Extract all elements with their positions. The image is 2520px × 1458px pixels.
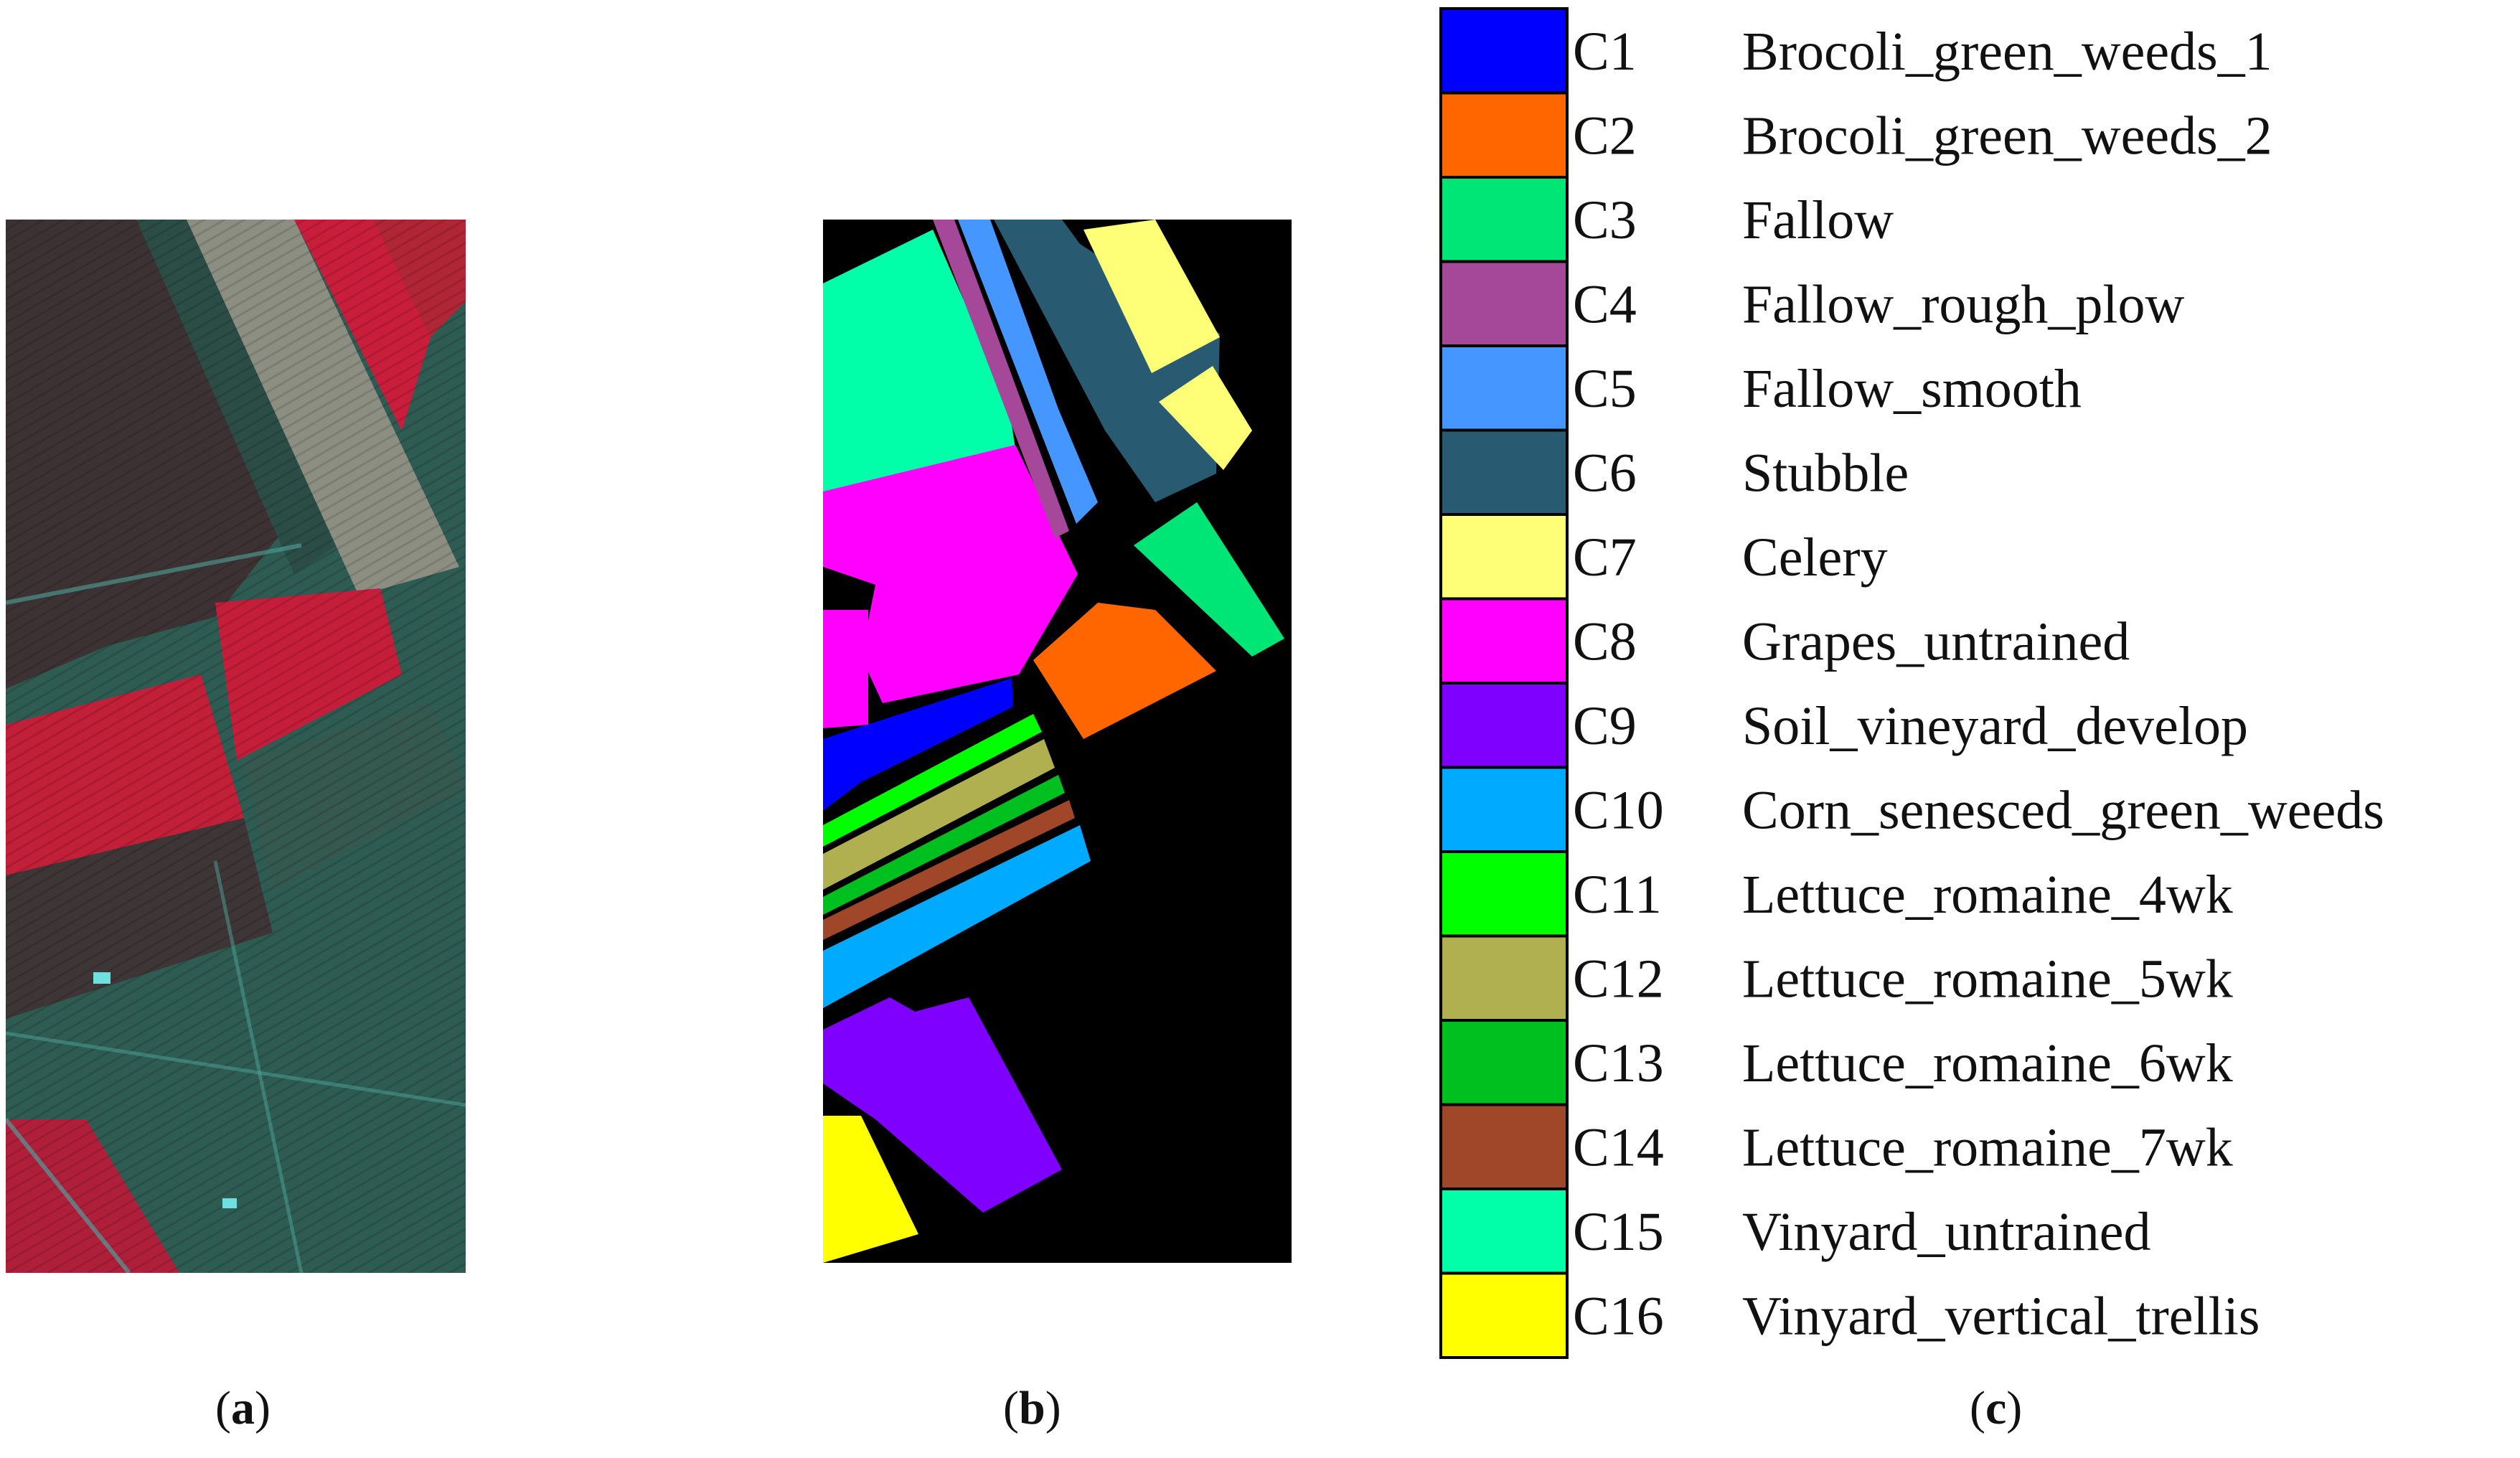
class-region-C13 [823, 775, 1065, 915]
class-region-C11 [823, 714, 1042, 847]
legend-swatch [1439, 1019, 1569, 1106]
class-region-C10 [823, 825, 1091, 1008]
bright-spot [222, 1198, 237, 1208]
legend-swatch [1439, 176, 1569, 263]
legend-class-code: C9 [1573, 696, 1637, 756]
field-boundary [213, 860, 304, 1273]
bright-spot [93, 972, 111, 984]
legend-swatch [1439, 344, 1569, 432]
legend-entry-c4: C4 Fallow_rough_plow [1439, 260, 2185, 347]
false-color-image [6, 220, 466, 1273]
legend-class-name: Celery [1742, 527, 1888, 588]
class-region-C2 [1033, 603, 1216, 739]
legend-class-code: C16 [1573, 1286, 1664, 1346]
legend-swatch [1439, 513, 1569, 601]
legend-class-name: Vinyard_vertical_trellis [1742, 1286, 2260, 1346]
legend-swatch [1439, 91, 1569, 179]
legend-class-name: Stubble [1742, 443, 1909, 503]
legend-class-name: Corn_senesced_green_weeds [1742, 780, 2384, 840]
legend-swatch [1439, 766, 1569, 853]
legend-class-name: Fallow_smooth [1742, 359, 2082, 419]
legend-entry-c14: C14 Lettuce_romaine_7wk [1439, 1103, 2233, 1190]
legend-class-code: C5 [1573, 359, 1637, 419]
class-region-C6 [994, 220, 1220, 502]
legend-class-code: C7 [1573, 527, 1637, 588]
ground-truth-map [823, 220, 1292, 1263]
legend-class-code: C14 [1573, 1117, 1664, 1177]
class-region-C8-left [823, 610, 868, 728]
legend-class-code: C15 [1573, 1202, 1664, 1262]
legend-entry-c13: C13 Lettuce_romaine_6wk [1439, 1019, 2233, 1106]
panel-label-c: (c) [1970, 1382, 2023, 1434]
class-region-C8 [823, 445, 1078, 703]
legend-entry-c5: C5 Fallow_smooth [1439, 344, 2082, 432]
panel-label-a: (a) [215, 1382, 271, 1434]
legend-entry-c2: C2 Brocoli_green_weeds_2 [1439, 91, 2272, 179]
legend-class-name: Fallow [1742, 190, 1894, 250]
legend-class-name: Lettuce_romaine_4wk [1742, 865, 2233, 925]
legend-class-code: C11 [1573, 865, 1662, 925]
legend-class-code: C12 [1573, 949, 1664, 1009]
legend-entry-c8: C8 Grapes_untrained [1439, 597, 2130, 685]
legend-entry-c11: C11 Lettuce_romaine_4wk [1439, 850, 2233, 938]
legend-swatch [1439, 682, 1569, 769]
legend-class-name: Lettuce_romaine_5wk [1742, 949, 2233, 1009]
legend-class-code: C3 [1573, 190, 1637, 250]
panel-label-b: (b) [1003, 1382, 1061, 1434]
legend-swatch [1439, 7, 1569, 95]
field-boundary [6, 1031, 466, 1107]
class-region-C7-lower [1159, 366, 1252, 470]
class-region-C4 [933, 220, 1069, 538]
legend-swatch [1439, 850, 1569, 938]
class-region-C7 [1083, 220, 1220, 373]
class-region-C9 [823, 997, 1062, 1213]
legend-class-name: Soil_vineyard_develop [1742, 696, 2248, 756]
legend-entry-c12: C12 Lettuce_romaine_5wk [1439, 934, 2233, 1022]
legend-entry-c16: C16 Vinyard_vertical_trellis [1439, 1271, 2260, 1359]
image-texture [6, 220, 466, 1273]
legend-class-name: Lettuce_romaine_6wk [1742, 1033, 2233, 1094]
legend-swatch [1439, 1187, 1569, 1275]
legend-class-name: Vinyard_untrained [1742, 1202, 2150, 1262]
legend-swatch [1439, 1271, 1569, 1359]
legend-class-code: C1 [1573, 22, 1637, 82]
legend-entry-c6: C6 Stubble [1439, 428, 1909, 516]
class-region-C3 [1134, 502, 1284, 657]
legend-class-code: C2 [1573, 105, 1637, 166]
class-region-C12 [823, 739, 1055, 890]
class-region-C14 [823, 800, 1075, 940]
legend-swatch [1439, 428, 1569, 516]
legend-class-name: Grapes_untrained [1742, 611, 2130, 672]
legend-class-name: Brocoli_green_weeds_1 [1742, 22, 2272, 82]
legend-class-code: C10 [1573, 780, 1664, 840]
field-boundary [6, 1118, 131, 1273]
legend-class-name: Fallow_rough_plow [1742, 274, 2185, 334]
legend-class-code: C13 [1573, 1033, 1664, 1094]
legend-class-name: Brocoli_green_weeds_2 [1742, 105, 2272, 166]
class-region-C1 [823, 678, 1013, 811]
class-legend: C1 Brocoli_green_weeds_1 C2 Brocoli_green_w… [1439, 7, 2384, 1359]
field-boundary [6, 543, 302, 605]
legend-swatch [1439, 260, 1569, 347]
legend-entry-c3: C3 Fallow [1439, 176, 1894, 263]
legend-entry-c7: C7 Celery [1439, 513, 1888, 601]
legend-class-code: C4 [1573, 274, 1637, 334]
legend-entry-c9: C9 Soil_vineyard_develop [1439, 682, 2248, 769]
legend-swatch [1439, 1103, 1569, 1190]
legend-swatch [1439, 597, 1569, 685]
class-region-C5 [958, 220, 1098, 524]
legend-entry-c10: C10 Corn_senesced_green_weeds [1439, 766, 2384, 853]
legend-class-name: Lettuce_romaine_7wk [1742, 1117, 2233, 1177]
legend-entry-c1: C1 Brocoli_green_weeds_1 [1439, 7, 2272, 95]
legend-class-code: C8 [1573, 611, 1637, 672]
legend-class-code: C6 [1573, 443, 1637, 503]
legend-swatch [1439, 934, 1569, 1022]
legend-entry-c15: C15 Vinyard_untrained [1439, 1187, 2150, 1275]
class-region-C15 [823, 230, 1015, 495]
class-region-C16 [823, 1116, 918, 1263]
